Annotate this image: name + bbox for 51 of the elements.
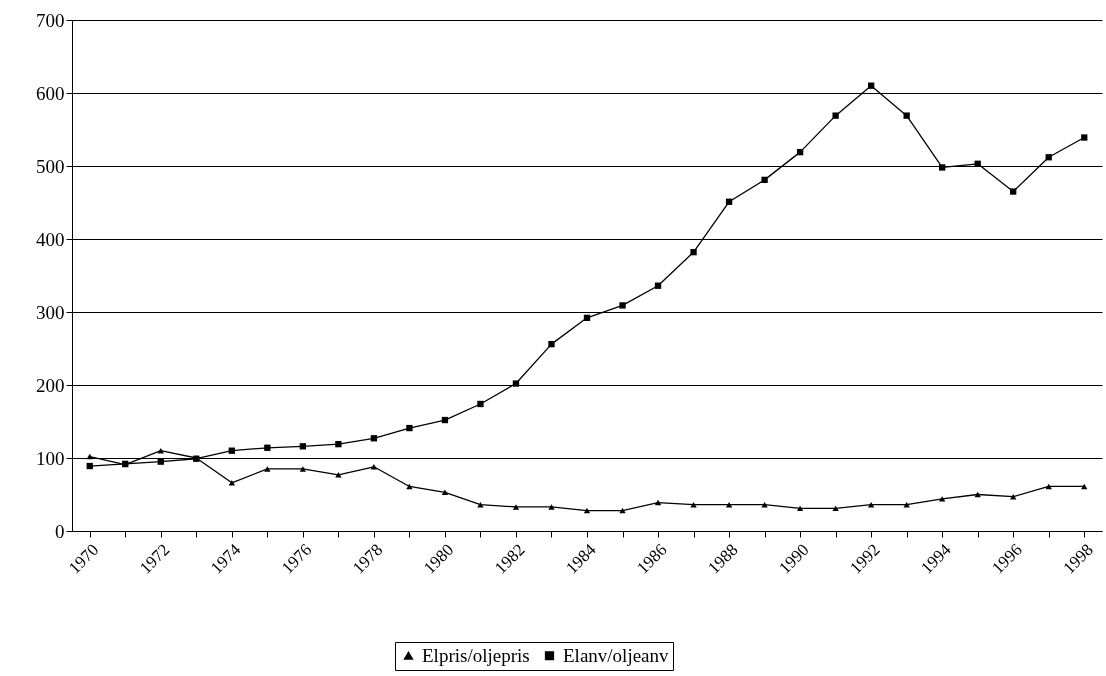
point xyxy=(477,400,484,408)
point xyxy=(335,440,342,448)
point xyxy=(939,496,946,502)
legend-label: Elanv/oljeanv xyxy=(563,644,670,666)
legend-label: Elpris/oljepris xyxy=(422,644,530,666)
point xyxy=(796,505,804,512)
point xyxy=(619,302,626,309)
y-tick-label: 400 xyxy=(36,228,65,250)
point xyxy=(264,466,271,472)
y-tick-label: 0 xyxy=(55,520,65,542)
point xyxy=(406,483,413,490)
point xyxy=(370,435,378,442)
point xyxy=(903,112,910,119)
point xyxy=(228,447,235,454)
point xyxy=(654,499,662,506)
y-tick-label: 200 xyxy=(36,374,65,396)
point xyxy=(1081,134,1088,141)
point xyxy=(1081,483,1088,490)
point xyxy=(690,248,697,256)
point xyxy=(583,507,591,514)
point xyxy=(832,505,839,512)
point xyxy=(512,380,520,387)
point xyxy=(796,148,804,156)
point xyxy=(1045,154,1052,161)
point xyxy=(939,164,946,171)
y-tick-label: 300 xyxy=(36,301,65,323)
point xyxy=(86,462,93,470)
point xyxy=(725,198,733,205)
y-tick-label: 500 xyxy=(36,155,65,177)
point xyxy=(832,112,839,119)
point xyxy=(654,282,662,289)
point xyxy=(548,340,555,348)
point xyxy=(441,416,449,424)
point xyxy=(512,504,520,510)
y-tick-label: 600 xyxy=(36,82,65,104)
point xyxy=(228,480,235,486)
point xyxy=(548,504,555,510)
point xyxy=(974,160,981,167)
point xyxy=(406,424,413,432)
point xyxy=(299,443,307,450)
y-tick-label: 100 xyxy=(36,447,65,469)
y-tick-label: 700 xyxy=(36,9,65,31)
point xyxy=(583,314,591,321)
point xyxy=(335,472,342,478)
point xyxy=(299,466,307,472)
point xyxy=(264,444,271,451)
point xyxy=(761,176,768,184)
point xyxy=(867,82,875,89)
point xyxy=(1010,188,1017,195)
point xyxy=(157,458,164,465)
point xyxy=(441,489,449,496)
